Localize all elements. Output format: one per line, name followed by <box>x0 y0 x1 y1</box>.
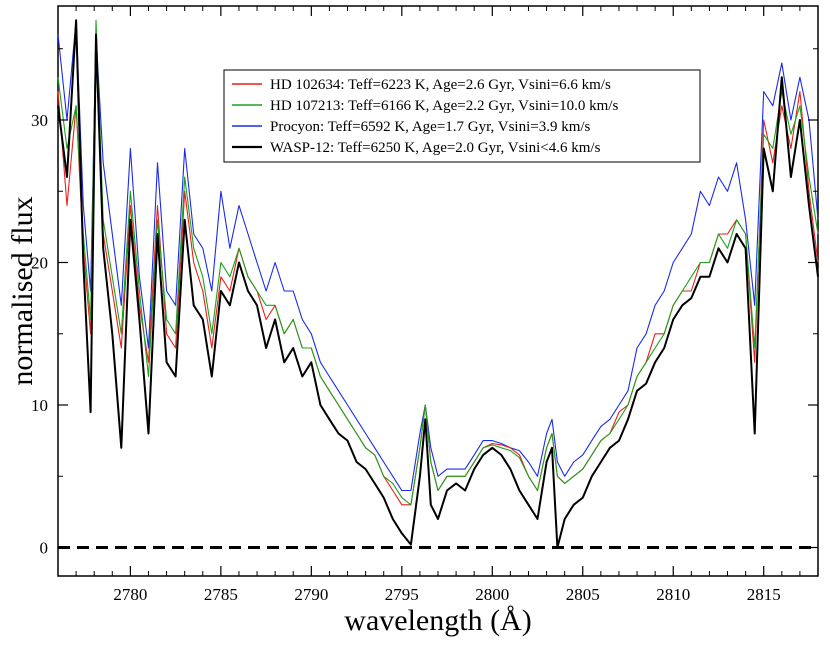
tick-layer: 2780 2785 2790 2795 2800 2805 2810 2815 0 10 20 30 <box>31 6 819 604</box>
x-tick-label: 2815 <box>747 585 781 604</box>
y-axis-title: normalised flux <box>6 196 39 385</box>
series-line-4 <box>57 19 819 549</box>
x-tick-label: 2780 <box>113 585 147 604</box>
x-tick-label: 2785 <box>204 585 238 604</box>
legend: HD 102634: Teff=6223 K, Age=2.6 Gyr, Vsi… <box>223 69 701 163</box>
y-tick-label: 0 <box>40 539 49 558</box>
y-tick-label: 20 <box>31 254 48 273</box>
legend-label-2: HD 107213: Teff=6166 K, Age=2.2 Gyr, Vsi… <box>270 98 618 114</box>
legend-box <box>223 69 701 163</box>
x-axis-title: wavelength (Å) <box>344 604 531 637</box>
legend-label-4: WASP-12: Teff=6250 K, Age=2.0 Gyr, Vsini… <box>270 140 601 156</box>
series-line-2 <box>57 19 819 506</box>
x-tick-label: 2795 <box>385 585 419 604</box>
x-tick-label: 2800 <box>475 585 509 604</box>
x-tick-label: 2790 <box>294 585 328 604</box>
y-tick-label: 30 <box>31 111 48 130</box>
legend-label-3: Procyon: Teff=6592 K, Age=1.7 Gyr, Vsini… <box>270 119 591 135</box>
series-line-3 <box>57 19 819 492</box>
x-tick-label: 2805 <box>566 585 600 604</box>
y-tick-label: 10 <box>31 396 48 415</box>
x-tick-label: 2810 <box>656 585 690 604</box>
legend-label-1: HD 102634: Teff=6223 K, Age=2.6 Gyr, Vsi… <box>270 77 611 93</box>
series-layer <box>57 19 819 549</box>
